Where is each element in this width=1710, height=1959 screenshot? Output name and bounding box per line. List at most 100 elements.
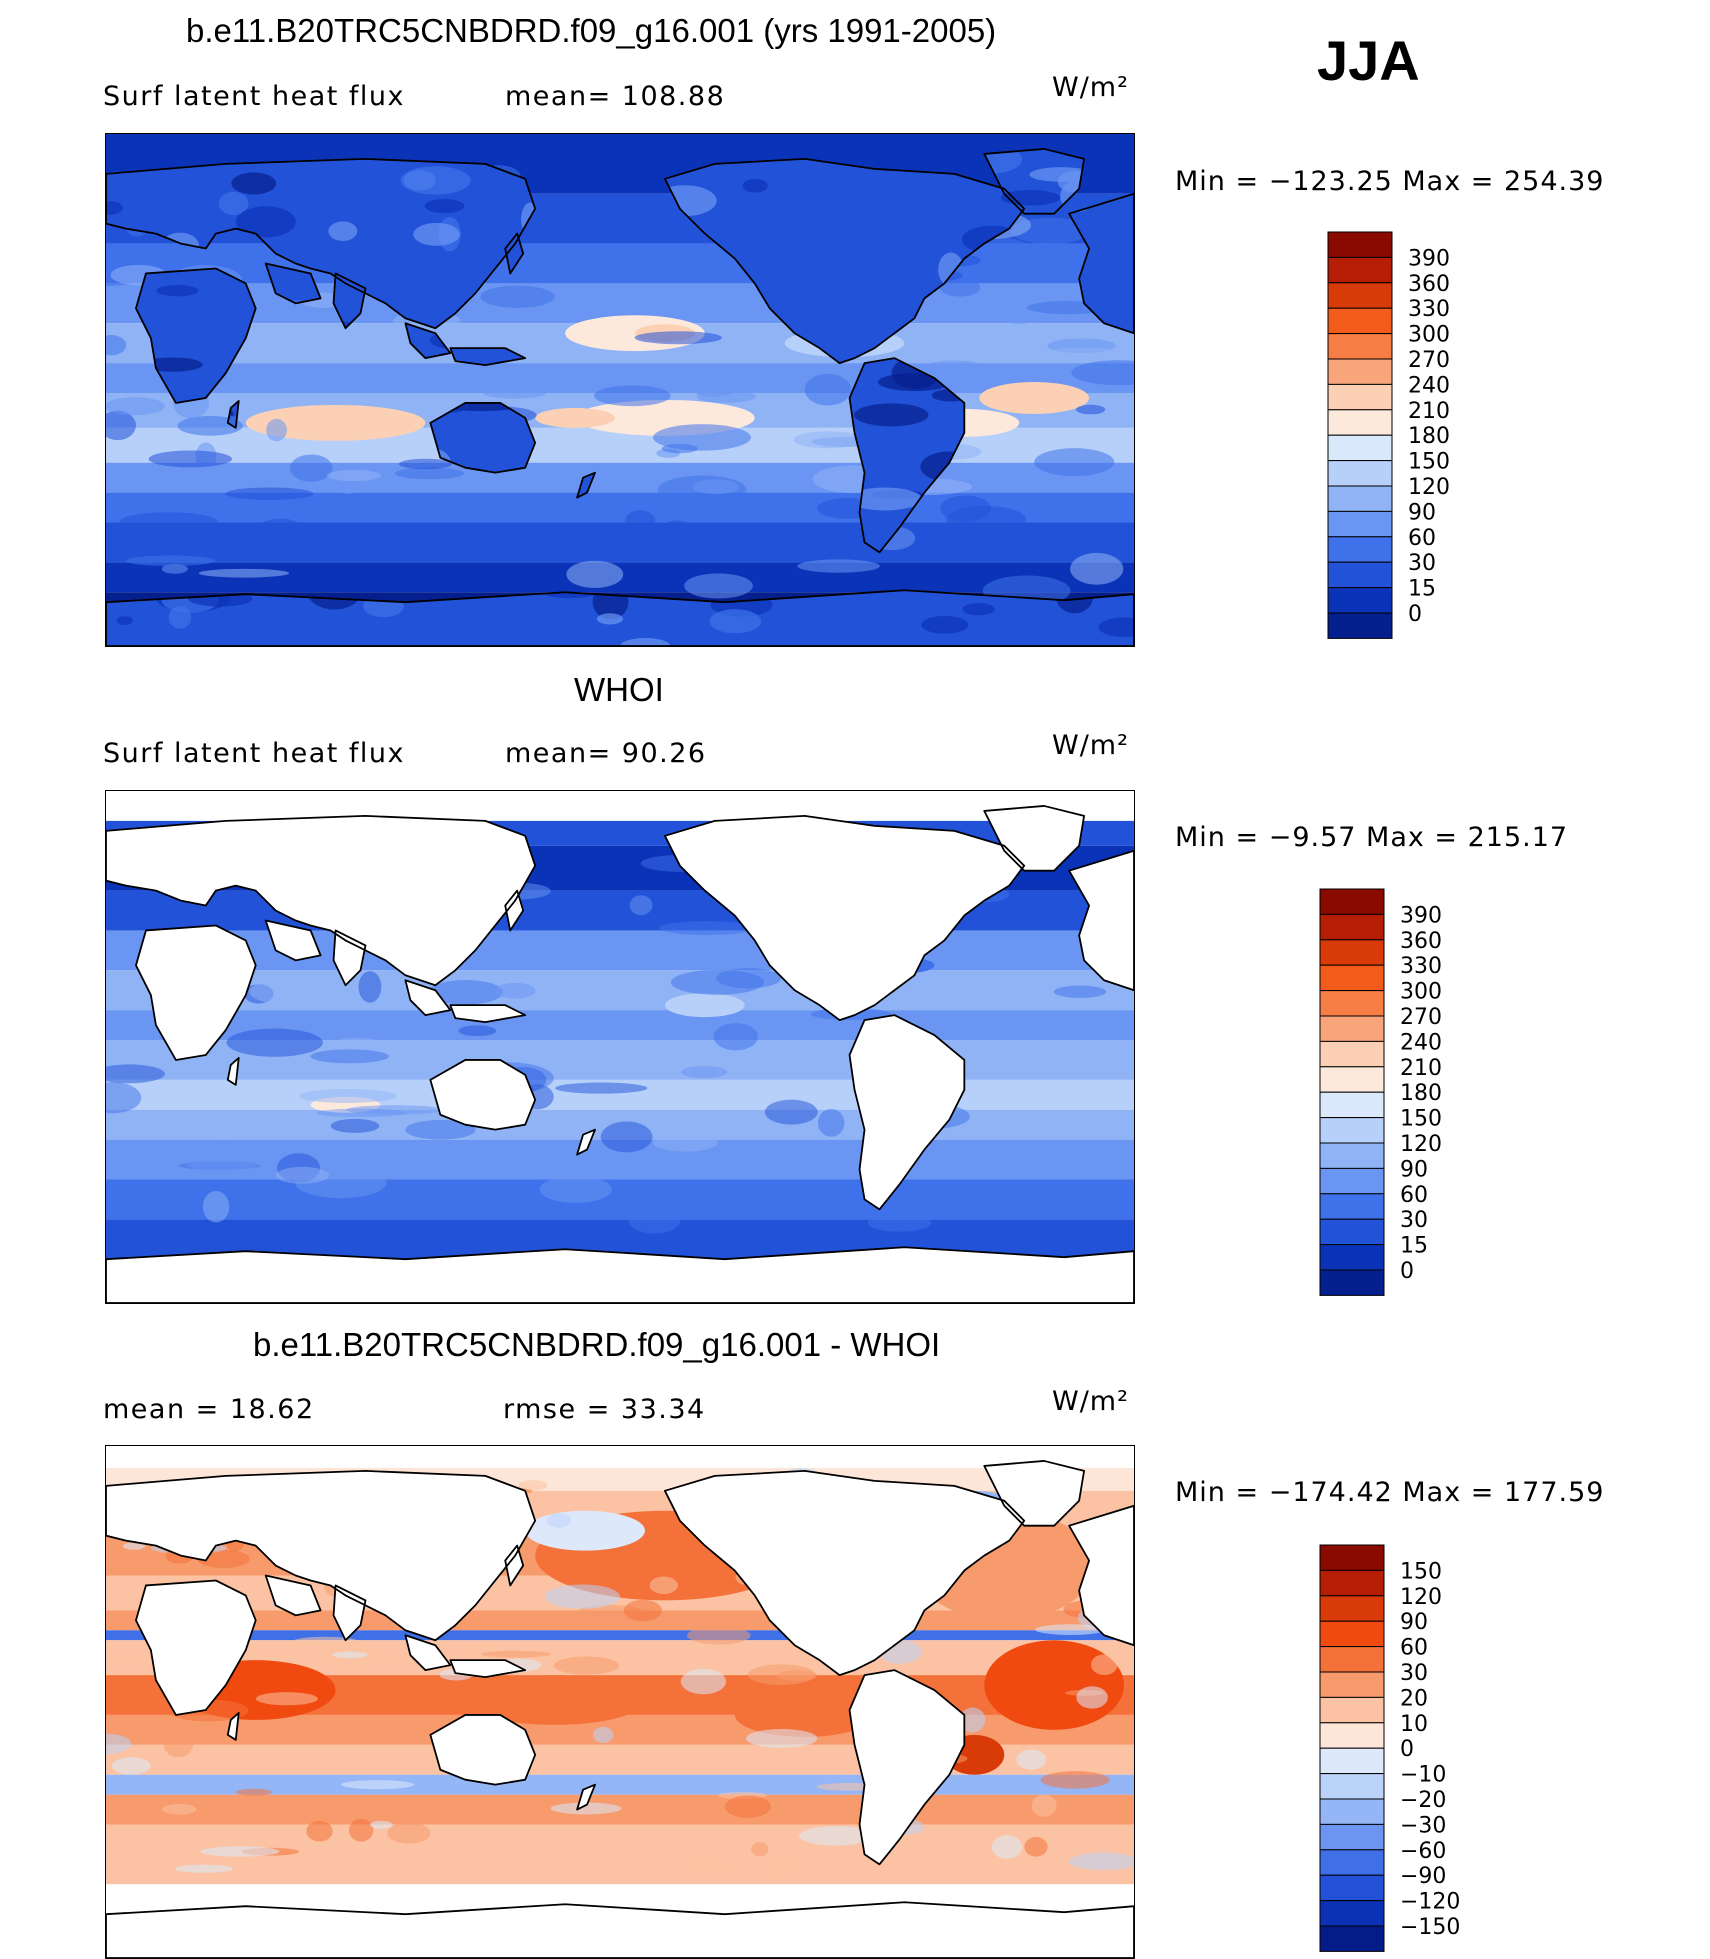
colorbar-swatch	[1319, 1595, 1385, 1622]
flux-texture	[922, 360, 988, 378]
flux-texture	[653, 424, 752, 451]
season-label: JJA	[1317, 29, 1420, 92]
colorbar-swatch	[1327, 358, 1393, 385]
coastline	[106, 1470, 537, 1642]
colorbar-swatch	[1319, 1193, 1385, 1220]
panel-3-map	[105, 1445, 1135, 1959]
coastline	[983, 148, 1085, 215]
flux-texture	[235, 1788, 272, 1796]
colorbar-tick-label: 150	[1400, 1107, 1442, 1132]
coastline	[1068, 1504, 1134, 1647]
panel-3-minmax: Min = −174.42 Max = 177.59	[1175, 1477, 1605, 1508]
panel-2-units: W/m²	[1052, 730, 1129, 761]
panel-1-variable-label: Surf latent heat flux	[103, 81, 406, 112]
colorbar-tick-label: 60	[1400, 1636, 1428, 1661]
flux-texture	[483, 387, 547, 399]
colorbar-swatch	[1319, 1823, 1385, 1851]
coastline	[106, 589, 1134, 646]
flux-texture	[658, 921, 756, 936]
flux-texture	[628, 1206, 681, 1234]
flux-texture	[679, 902, 735, 915]
panel-1-colorbar: 390 360 330 300 270 240 210 180 150 120 90 60 30 15 0	[1327, 231, 1498, 642]
colorbar-tick-label: 330	[1408, 297, 1450, 322]
colorbar-swatch	[1327, 561, 1393, 589]
flux-texture	[687, 1626, 751, 1645]
flux-texture	[755, 398, 812, 413]
colorbar-swatch	[1319, 1849, 1385, 1876]
flux-texture	[634, 331, 722, 345]
colorbar-swatch	[1319, 1142, 1385, 1169]
flux-texture	[824, 1191, 874, 1218]
colorbar-swatch	[1327, 409, 1393, 436]
coastline	[106, 815, 537, 987]
coastline	[264, 1574, 322, 1617]
coastline	[264, 919, 322, 962]
colorbar-tick-label: 90	[1400, 1157, 1428, 1182]
coastline	[332, 272, 367, 330]
coastline	[664, 158, 1026, 365]
flux-texture	[148, 450, 233, 468]
flux-texture	[332, 1651, 368, 1659]
colorbar-tick-label: 240	[1400, 1030, 1442, 1055]
flux-texture	[198, 568, 290, 578]
coastline	[449, 347, 527, 366]
flux-texture	[1070, 552, 1124, 585]
coastline	[983, 805, 1085, 872]
flux-texture	[207, 1117, 238, 1133]
colorbar-tick-label: 360	[1400, 929, 1442, 954]
flux-texture	[428, 979, 504, 1005]
flux-texture	[225, 487, 314, 500]
colorbar-swatch	[1327, 307, 1393, 335]
flux-texture	[1043, 347, 1124, 362]
colorbar-swatch	[1319, 1015, 1385, 1042]
colorbar-tick-label: 150	[1400, 1559, 1442, 1584]
colorbar-tick-label: 60	[1400, 1183, 1428, 1208]
flux-texture	[480, 1650, 552, 1658]
colorbar-swatch	[1327, 383, 1393, 411]
flux-texture	[939, 277, 981, 297]
colorbar-tick-label: 210	[1408, 399, 1450, 424]
flux-texture	[716, 968, 782, 989]
colorbar-swatch	[1319, 964, 1385, 992]
flux-texture	[683, 365, 745, 397]
flux-texture	[659, 520, 694, 548]
panel-2-map	[105, 790, 1135, 1304]
colorbar-tick-label: 0	[1400, 1737, 1414, 1762]
colorbar-tick-label: 30	[1400, 1661, 1428, 1686]
colorbar-swatch	[1319, 990, 1385, 1017]
colorbar-swatch	[1327, 231, 1393, 258]
colorbar-tick-label: −30	[1400, 1813, 1446, 1838]
flux-texture	[751, 1842, 769, 1857]
panel-3-colorbar: 150 120 90 60 30 20 10 0 −10 −20 −30 −60 −90 −120 −150	[1319, 1544, 1490, 1955]
coastline	[106, 1246, 1134, 1303]
flux-anomaly-patch	[535, 407, 616, 428]
panel-2-mean-label: mean= 90.26	[505, 738, 707, 769]
flux-texture	[770, 1853, 795, 1878]
flux-texture	[764, 1099, 818, 1125]
colorbar-tick-label: 120	[1400, 1585, 1442, 1610]
colorbar-tick-label: −120	[1400, 1890, 1460, 1915]
flux-texture	[215, 1221, 272, 1237]
flux-texture	[946, 505, 1027, 534]
colorbar-tick-label: −10	[1400, 1763, 1446, 1788]
colorbar-swatch	[1319, 1218, 1385, 1246]
flux-texture	[518, 1480, 548, 1491]
flux-texture	[592, 1726, 614, 1744]
coastline	[264, 262, 322, 305]
colorbar-swatch	[1327, 282, 1393, 309]
flux-texture	[177, 416, 243, 436]
flux-texture	[405, 1119, 476, 1140]
colorbar-swatch	[1319, 1544, 1385, 1571]
flux-band	[106, 1630, 1134, 1641]
flux-texture	[183, 1143, 263, 1174]
colorbar-swatch	[1319, 1620, 1385, 1648]
colorbar-swatch	[1319, 1269, 1385, 1296]
panel-2-minmax: Min = −9.57 Max = 215.17	[1175, 822, 1569, 853]
colorbar-tick-label: −150	[1400, 1915, 1460, 1940]
colorbar-tick-label: 330	[1400, 954, 1442, 979]
flux-texture	[797, 559, 880, 573]
colorbar-swatch	[1319, 1040, 1385, 1068]
flux-texture	[1016, 1749, 1047, 1770]
flux-texture	[125, 555, 216, 567]
flux-texture	[275, 1166, 329, 1184]
